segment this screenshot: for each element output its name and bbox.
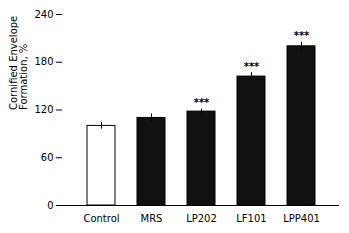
svg-text:LPP401: LPP401 [283,213,320,224]
svg-text:Control: Control [83,213,119,224]
svg-text:LP202: LP202 [186,213,217,224]
svg-text:0: 0 [47,200,53,211]
svg-text:***: *** [194,97,210,108]
svg-text:MRS: MRS [141,213,163,224]
svg-text:120: 120 [34,104,53,115]
svg-text:240: 240 [34,9,53,20]
svg-text:180: 180 [34,56,53,67]
svg-text:60: 60 [41,152,54,163]
svg-text:***: *** [294,30,310,41]
svg-text:Cornified EnvelopeFormation, %: Cornified EnvelopeFormation, % [8,16,29,110]
svg-text:LF101: LF101 [236,213,266,224]
svg-text:***: *** [244,61,260,72]
